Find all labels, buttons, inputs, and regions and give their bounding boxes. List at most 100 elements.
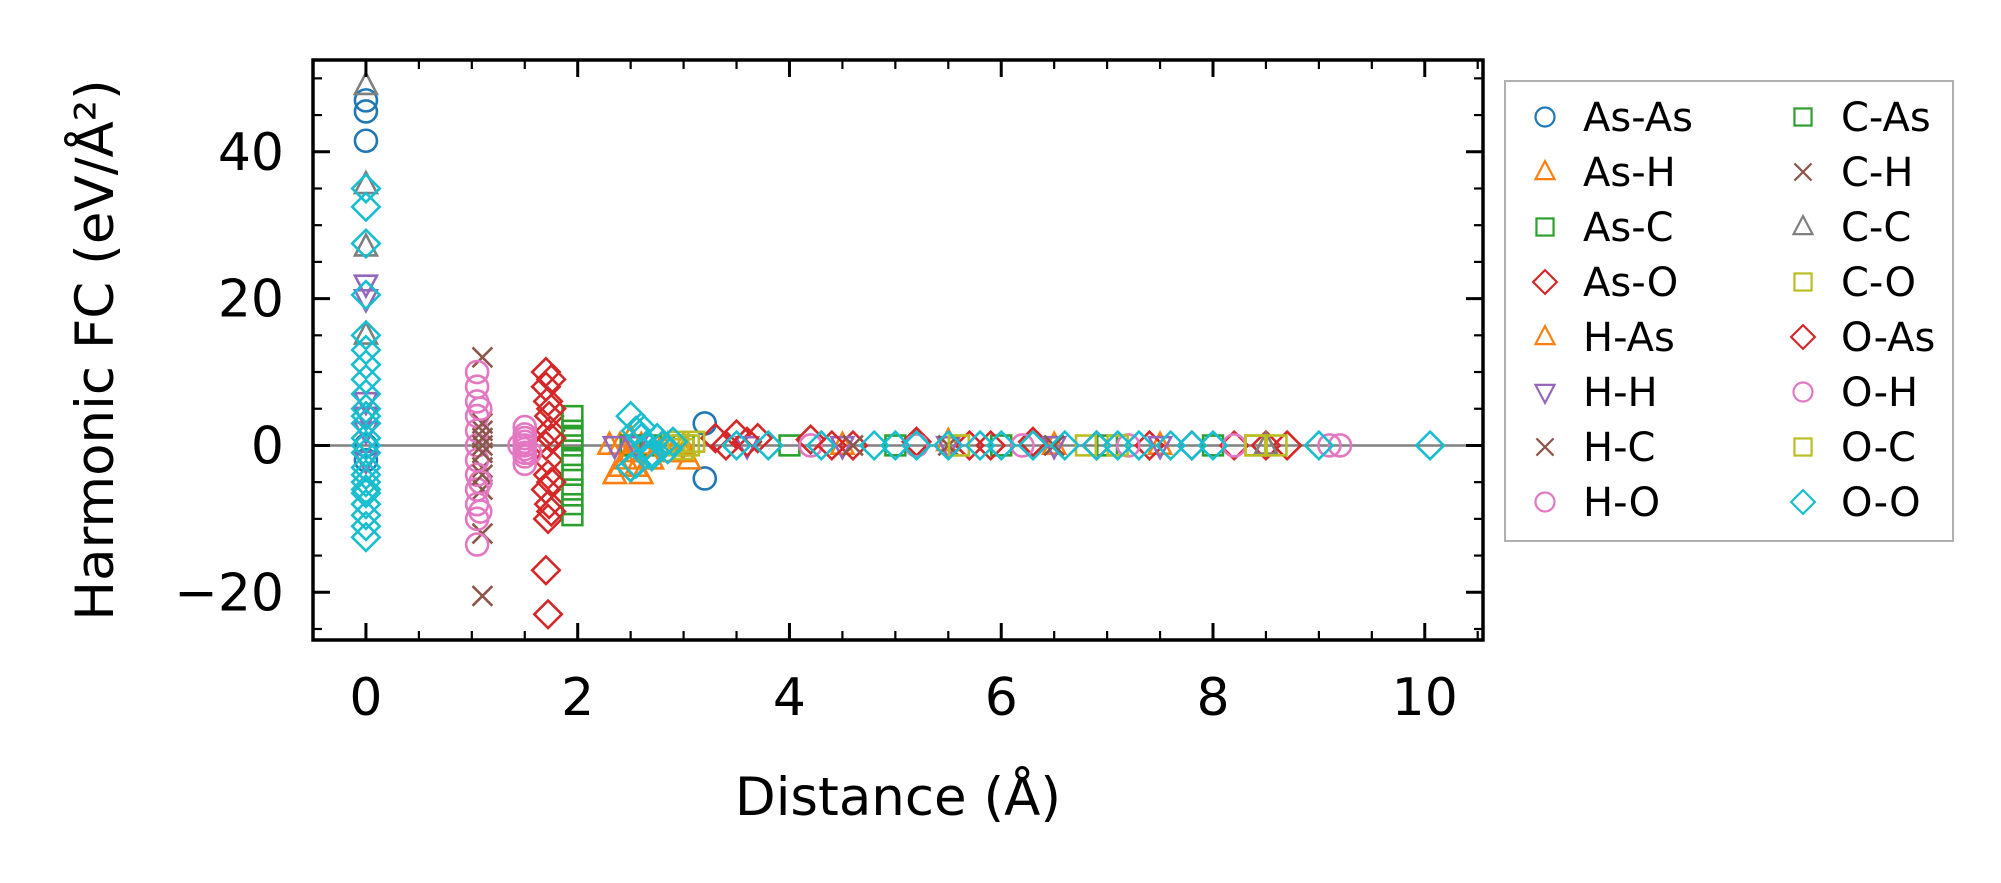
legend-entry: As-H	[1533, 150, 1676, 196]
data-point	[350, 172, 382, 205]
legend-marker	[1793, 437, 1813, 457]
series-c-as	[561, 404, 584, 527]
data-points	[350, 70, 1446, 630]
x-tick-label: 2	[561, 668, 594, 728]
x-tick-label: 0	[349, 668, 382, 728]
data-point	[858, 429, 890, 462]
data-point	[1265, 434, 1288, 457]
data-point	[535, 495, 567, 528]
data-point	[900, 429, 933, 462]
x-tick-label: 8	[1196, 668, 1229, 728]
data-point	[561, 404, 584, 428]
data-point	[1271, 429, 1303, 462]
data-point	[350, 459, 382, 491]
legend-entry: O-As	[1789, 315, 1935, 361]
y-tick-label: 40	[218, 123, 284, 183]
data-point	[601, 435, 628, 461]
data-point	[1133, 429, 1166, 462]
data-point	[350, 227, 382, 260]
legend-marker	[1793, 272, 1813, 292]
data-point	[1080, 429, 1113, 462]
x-axis-title: Distance (Å)	[735, 764, 1061, 828]
legend-entry: C-O	[1793, 260, 1916, 306]
legend-entry: O-C	[1793, 425, 1916, 471]
legend-entry: H-C	[1535, 425, 1655, 471]
legend-label: H-H	[1583, 370, 1658, 416]
data-point	[1102, 429, 1134, 462]
legend-marker	[1792, 381, 1814, 403]
data-point	[350, 279, 382, 311]
data-point	[464, 359, 490, 385]
data-point	[1303, 429, 1335, 462]
legend-entry: C-As	[1793, 95, 1931, 141]
data-point	[561, 448, 584, 472]
legend-label: As-As	[1583, 95, 1693, 141]
data-point	[1146, 430, 1174, 455]
data-point	[517, 440, 543, 466]
data-point	[350, 499, 382, 531]
series-o-o	[350, 172, 1446, 553]
data-point	[829, 430, 856, 455]
data-point	[530, 554, 562, 586]
legend: As-As As-H As-C As-O H-As H-H H-C H-O C-As C-H C-C…	[1504, 80, 1954, 542]
legend-label: As-C	[1583, 205, 1674, 251]
data-point	[350, 422, 382, 454]
legend-label: As-O	[1583, 260, 1678, 306]
legend-entry: H-As	[1533, 315, 1675, 361]
y-tick-label: −20	[174, 563, 284, 623]
data-point	[352, 70, 380, 96]
legend-label: O-As	[1841, 315, 1935, 361]
legend-entry: O-H	[1792, 370, 1918, 416]
data-point	[733, 435, 761, 461]
data-point	[731, 426, 763, 458]
y-tick-label: 20	[218, 270, 284, 330]
data-point	[512, 444, 538, 469]
data-point	[353, 128, 379, 154]
data-point	[1017, 429, 1049, 462]
data-point	[353, 88, 379, 113]
legend-entry: C-C	[1791, 205, 1911, 251]
data-point	[829, 435, 856, 461]
y-tick-label: 0	[251, 416, 284, 476]
legend-marker	[1789, 488, 1817, 516]
data-point	[692, 466, 718, 491]
legend-entry: H-H	[1533, 370, 1658, 416]
data-point	[532, 385, 564, 417]
legend-label: C-O	[1841, 260, 1916, 306]
legend-marker	[1793, 107, 1813, 127]
data-point	[350, 477, 382, 509]
legend-marker	[1793, 162, 1813, 182]
data-point	[628, 459, 655, 485]
legend-entry: H-O	[1534, 480, 1660, 526]
legend-marker	[1534, 106, 1556, 128]
data-point	[1317, 433, 1342, 458]
data-point	[1049, 429, 1081, 462]
data-point	[534, 415, 566, 447]
data-point	[471, 463, 494, 486]
data-point	[606, 452, 634, 478]
data-point	[471, 585, 494, 607]
legend-marker	[1535, 217, 1555, 237]
data-point	[1041, 435, 1068, 461]
data-point	[350, 334, 382, 366]
data-point	[904, 433, 929, 458]
data-point	[816, 429, 848, 462]
data-point	[350, 393, 382, 425]
legend-entry: As-O	[1531, 260, 1678, 306]
data-point	[535, 466, 567, 498]
legend-box	[1504, 80, 1954, 542]
data-point	[1106, 434, 1129, 457]
legend-marker	[1531, 268, 1559, 296]
data-point	[350, 319, 382, 351]
data-point	[350, 521, 382, 553]
data-point	[561, 426, 584, 450]
legend-label: O-H	[1841, 370, 1918, 416]
data-point	[561, 463, 584, 487]
data-point	[652, 433, 684, 465]
data-point	[350, 429, 382, 462]
series-c-h	[471, 412, 494, 486]
plot-frame	[311, 58, 1485, 642]
legend-label: H-O	[1583, 480, 1660, 526]
data-point	[467, 469, 493, 495]
